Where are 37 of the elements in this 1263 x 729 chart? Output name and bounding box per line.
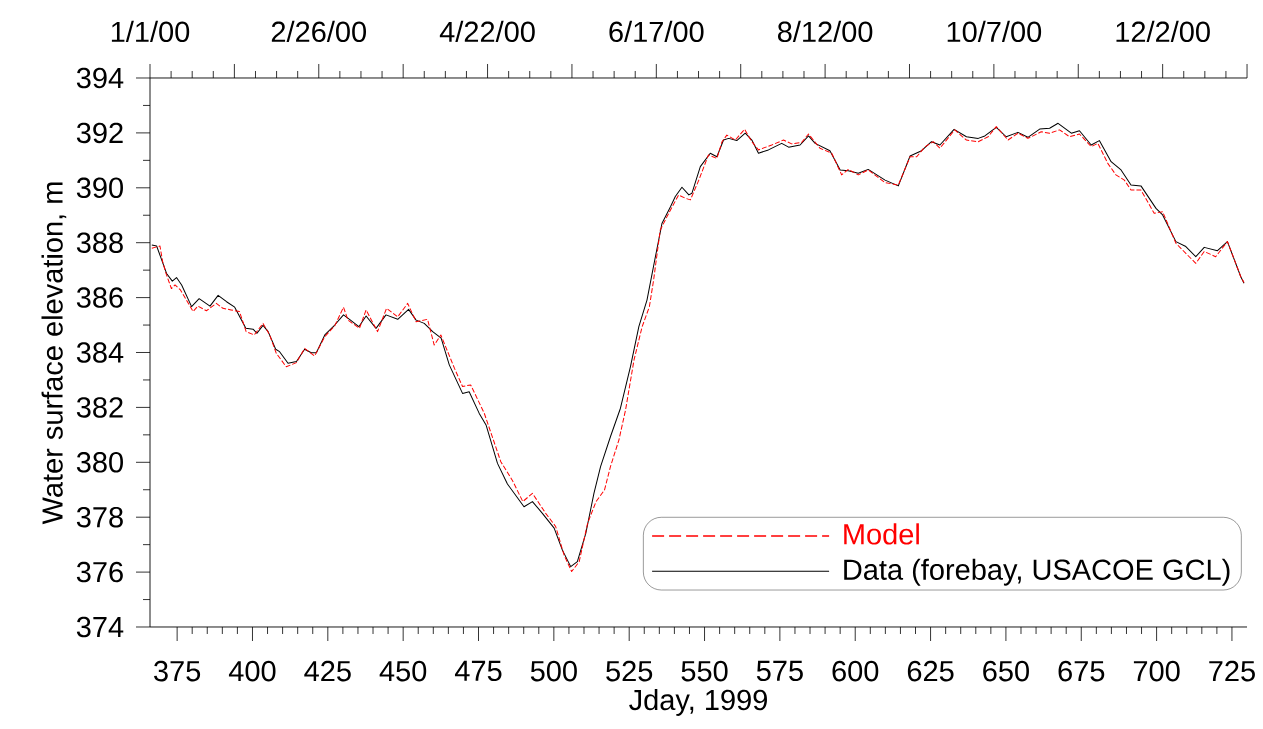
x-tick-label: 525: [606, 660, 653, 682]
text: Data (forebay, USACOE GCL): [844, 558, 1230, 586]
x-axis-title: Jday, 1999: [629, 688, 767, 716]
x-tick-label: 625: [907, 660, 954, 682]
text: Model: [844, 523, 919, 545]
x-tick-label: 550: [681, 660, 728, 682]
y-axis-title: Water surface elevation, m: [41, 182, 67, 525]
x-tick-label: 425: [304, 660, 351, 682]
y-tick-label: 390: [76, 177, 123, 199]
x-tick-label: 675: [1058, 660, 1105, 682]
x-tick-label: 575: [756, 660, 803, 682]
y-tick-label: 382: [76, 397, 123, 418]
y-tick-label: 378: [76, 506, 123, 528]
y-tick-label: 388: [76, 232, 123, 253]
x-tick-label: 375: [154, 660, 201, 682]
y-tick-label: 392: [76, 122, 123, 144]
x2-tick-label: 2/26/00: [271, 20, 367, 43]
x-tick-label: 700: [1133, 660, 1180, 682]
y-tick-label: 380: [76, 452, 123, 473]
y-tick-label: 374: [76, 616, 124, 638]
y-tick-label: 386: [76, 287, 123, 308]
y-tick-label: 376: [76, 561, 123, 583]
y-tick-label: 394: [76, 67, 124, 89]
x-tick-label: 450: [379, 660, 427, 682]
y-tick-label: 384: [76, 342, 124, 363]
x2-tick-label: 8/12/00: [777, 20, 873, 43]
x2-tick-label: 6/17/00: [609, 20, 704, 43]
x-tick-label: 725: [1209, 660, 1255, 682]
x-tick-label: 500: [530, 660, 577, 682]
x2-tick-label: 12/2/00: [1116, 20, 1210, 43]
x-tick-label: 400: [228, 660, 276, 682]
x-tick-label: 650: [983, 660, 1029, 682]
x2-tick-label: 4/22/00: [439, 20, 535, 43]
x-tick-label: 475: [454, 660, 502, 682]
x2-tick-label: 10/7/00: [947, 20, 1042, 43]
x2-tick-label: 1/1/00: [111, 20, 190, 43]
x-tick-label: 600: [832, 660, 879, 682]
